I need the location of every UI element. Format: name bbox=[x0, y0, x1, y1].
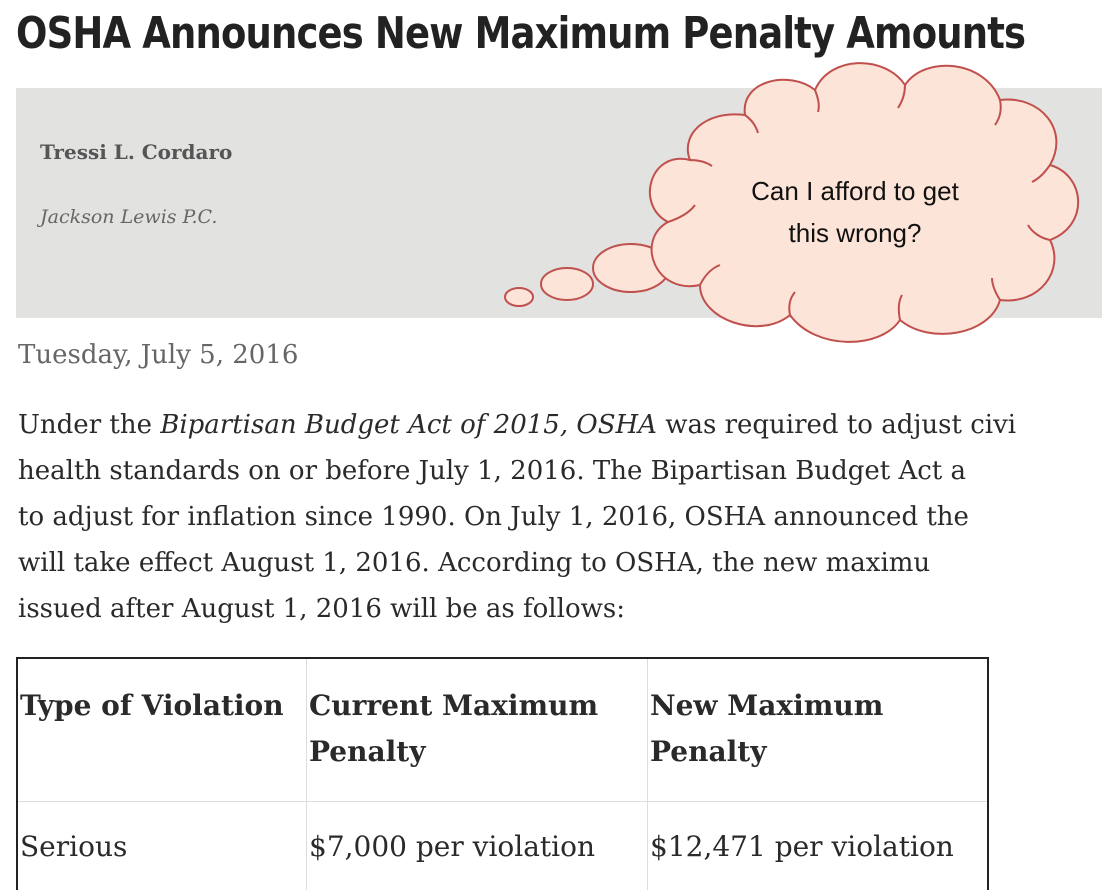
article-body-line: health standards on or before July 1, 20… bbox=[18, 448, 1102, 494]
header-new-max-penalty: New Maximum Penalty bbox=[648, 658, 989, 802]
article-body: Under the Bipartisan Budget Act of 2015,… bbox=[18, 402, 1102, 632]
article-body-text: issued after August 1, 2016 will be as f… bbox=[18, 594, 625, 624]
article-body-line: will take effect August 1, 2016. Accordi… bbox=[18, 540, 1102, 586]
article-body-text: will take effect August 1, 2016. Accordi… bbox=[18, 548, 930, 578]
article-body-emphasis: Bipartisan Budget Act of 2015, OSHA bbox=[160, 410, 657, 440]
article-body-line: Under the Bipartisan Budget Act of 2015,… bbox=[18, 402, 1102, 448]
article-headline: OSHA Announces New Maximum Penalty Amoun… bbox=[16, 4, 1025, 64]
article-date: Tuesday, July 5, 2016 bbox=[18, 340, 298, 370]
article-body-text: to adjust for inflation since 1990. On J… bbox=[18, 502, 969, 532]
cell-new-penalty: $12,471 per violation bbox=[648, 802, 989, 890]
penalty-table: Type of Violation Current Maximum Penalt… bbox=[16, 657, 989, 890]
article-body-text: Under the bbox=[18, 410, 160, 440]
author-name[interactable]: Tressi L. Cordaro bbox=[40, 140, 232, 164]
header-current-max-penalty: Current Maximum Penalty bbox=[307, 658, 648, 802]
author-firm[interactable]: Jackson Lewis P.C. bbox=[40, 206, 217, 228]
table-header-row: Type of Violation Current Maximum Penalt… bbox=[17, 658, 988, 802]
article-body-text: was required to adjust civi bbox=[657, 410, 1016, 440]
article-body-text: health standards on or before July 1, 20… bbox=[18, 456, 966, 486]
header-violation-type: Type of Violation bbox=[17, 658, 307, 802]
article-body-line: issued after August 1, 2016 will be as f… bbox=[18, 586, 1102, 632]
cell-current-penalty: $7,000 per violation bbox=[307, 802, 648, 890]
article-body-line: to adjust for inflation since 1990. On J… bbox=[18, 494, 1102, 540]
thought-bubble-text: Can I afford to get this wrong? bbox=[700, 170, 1010, 254]
table-row: Serious $7,000 per violation $12,471 per… bbox=[17, 802, 988, 890]
cell-violation-type: Serious bbox=[17, 802, 307, 890]
